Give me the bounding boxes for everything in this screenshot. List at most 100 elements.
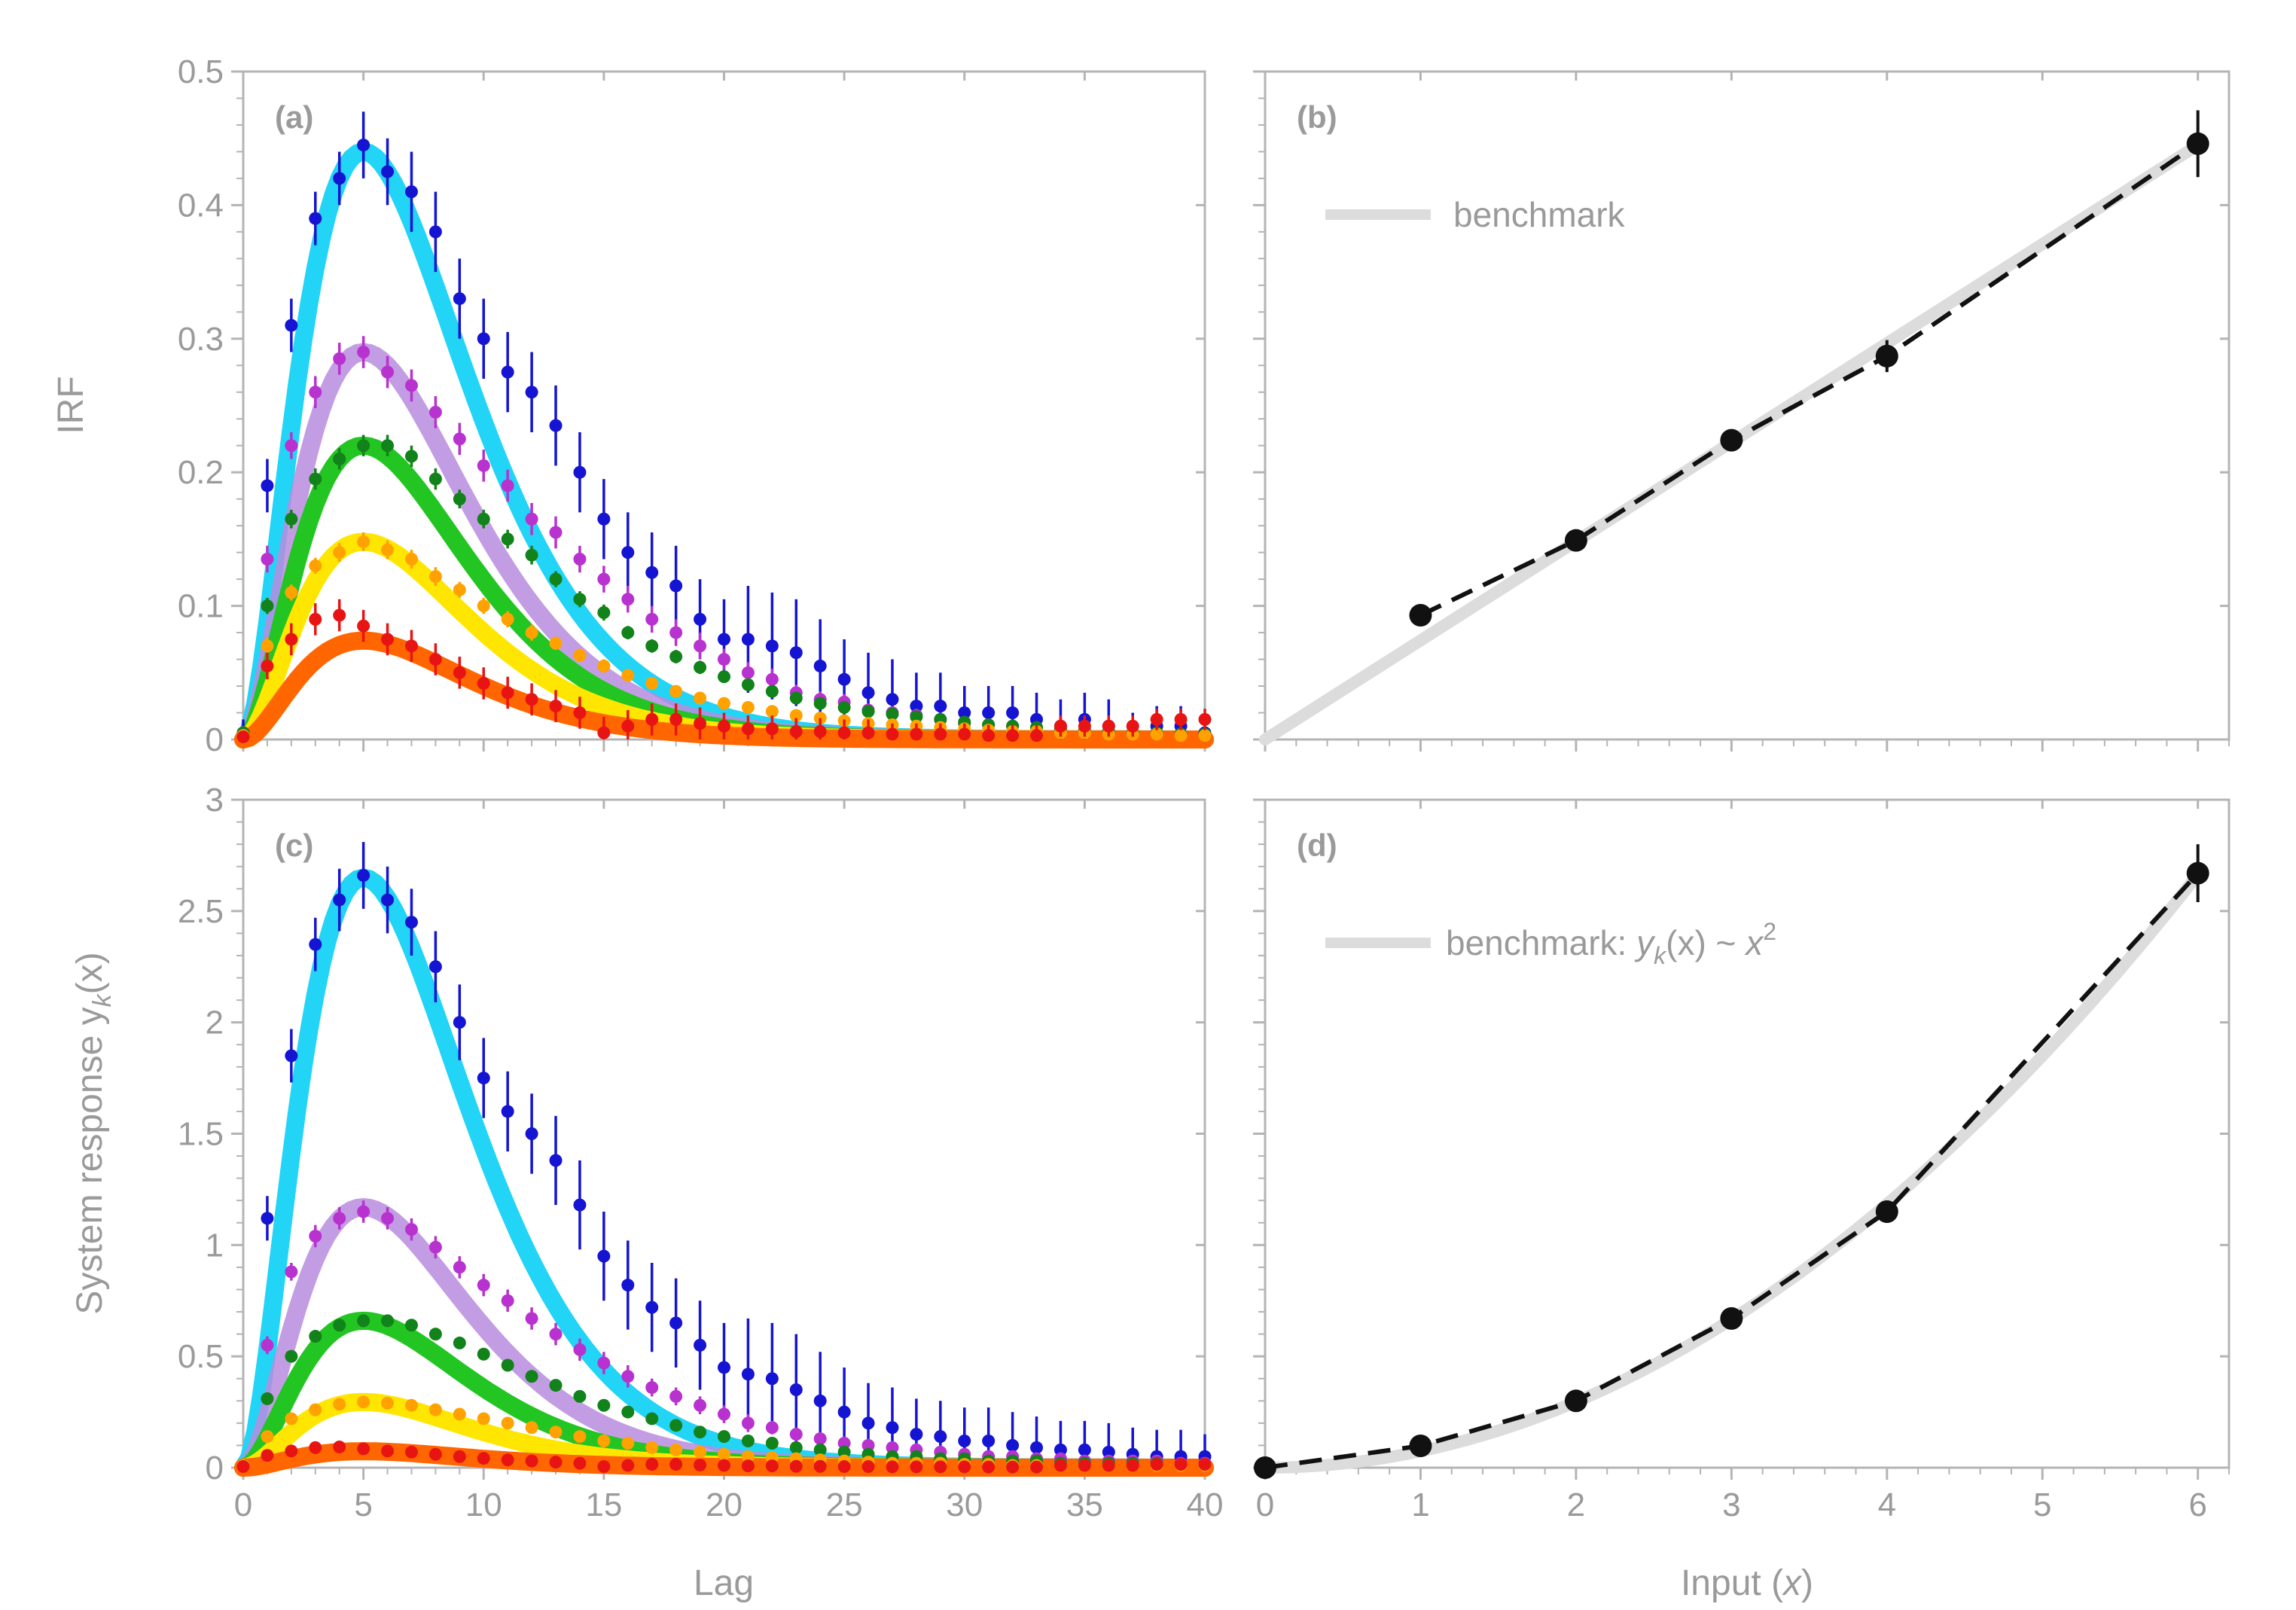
data-point	[309, 1330, 322, 1343]
data-point	[1198, 712, 1212, 726]
data-point	[381, 1314, 395, 1328]
data-point	[404, 1319, 418, 1332]
data-point	[428, 1328, 442, 1341]
data-point	[357, 1442, 370, 1456]
data-point	[477, 599, 490, 613]
data-point	[910, 1428, 923, 1441]
data-point	[1720, 428, 1743, 452]
panel-label: (c)	[275, 828, 313, 863]
data-point	[357, 1395, 370, 1409]
data-point	[1875, 344, 1898, 367]
data-point	[357, 439, 370, 453]
data-point	[477, 512, 490, 526]
data-point	[645, 1412, 659, 1426]
data-point	[934, 1460, 947, 1474]
data-point	[669, 1419, 683, 1432]
data-point	[404, 916, 418, 929]
data-point	[669, 1443, 683, 1456]
data-point	[261, 1212, 274, 1225]
data-point	[453, 432, 466, 446]
panel-label: (d)	[1297, 828, 1337, 863]
data-point	[621, 1459, 635, 1472]
data-point	[477, 1072, 490, 1085]
data-point	[910, 710, 923, 724]
data-point	[428, 225, 442, 239]
data-point	[525, 1312, 538, 1325]
data-point	[309, 938, 322, 951]
data-point	[549, 419, 563, 432]
data-point	[261, 639, 274, 653]
data-point	[381, 633, 395, 646]
data-point	[285, 1412, 298, 1426]
data-point	[525, 512, 538, 526]
data-point	[694, 1398, 707, 1412]
data-point	[982, 729, 996, 742]
data-point	[453, 1336, 466, 1349]
data-point	[765, 685, 779, 698]
data-point	[1409, 1435, 1432, 1458]
panel-d: 0 1 2 3 4 5 6(d)benchmark: yk(x) ~ x2	[1253, 798, 2230, 1523]
data-point	[309, 1441, 322, 1454]
data-point	[381, 1444, 395, 1458]
data-point	[573, 648, 587, 662]
data-point	[357, 1205, 370, 1218]
data-point	[861, 1438, 875, 1452]
data-point	[501, 532, 514, 546]
panel-c: 0 5 10 15 20 25 30 35 40 0 0.5 1 1.5 2 2.5 3 (c)	[178, 782, 1224, 1523]
y-axis-title-sub: k	[88, 993, 117, 1007]
data-point	[549, 1456, 563, 1469]
data-point	[285, 1049, 298, 1063]
data-point	[694, 691, 707, 705]
data-point	[333, 546, 346, 560]
data-point	[404, 639, 418, 653]
panel-a: 0 0.1 0.2 0.3 0.4 0.5 (a)	[178, 53, 1214, 758]
data-point	[597, 605, 611, 619]
data-point	[789, 724, 803, 738]
data-point	[1875, 1200, 1898, 1223]
data-point	[621, 546, 635, 560]
data-point	[669, 685, 683, 698]
x-tick-label: 20	[706, 1487, 742, 1523]
data-point	[1006, 706, 1020, 720]
data-point	[1006, 1438, 1020, 1452]
data-point	[2186, 132, 2209, 155]
data-point	[789, 1383, 803, 1397]
data-point	[741, 1459, 755, 1473]
panel-label: (b)	[1297, 99, 1337, 135]
data-point	[357, 346, 370, 359]
data-point	[1174, 1458, 1188, 1471]
data-point	[813, 1459, 827, 1473]
data-point	[789, 709, 803, 722]
data-point	[333, 1212, 346, 1225]
data-point	[453, 583, 466, 596]
data-point	[404, 1445, 418, 1459]
data-point	[694, 717, 707, 730]
data-point	[958, 727, 971, 741]
y-tick-label: 0.4	[178, 187, 224, 224]
data-point	[1102, 719, 1115, 733]
x-tick-label: 2	[1567, 1487, 1585, 1523]
data-point	[501, 1294, 514, 1307]
x-tick-label: 5	[354, 1487, 372, 1523]
data-point	[285, 439, 298, 453]
x-tick-label: 25	[826, 1487, 863, 1523]
data-point	[549, 1328, 563, 1341]
data-point	[261, 599, 274, 613]
data-point	[333, 893, 346, 907]
data-point	[669, 650, 683, 663]
legend-var-y: y	[1634, 923, 1656, 962]
benchmark-line	[1259, 868, 2204, 1474]
y-tick-label: 0.3	[178, 321, 224, 358]
y-tick-label: 0.5	[178, 1338, 224, 1375]
data-point	[309, 472, 322, 486]
data-point	[597, 1460, 611, 1474]
data-point	[477, 1412, 490, 1426]
data-point	[1126, 719, 1139, 733]
data-point	[621, 719, 635, 733]
data-point	[285, 586, 298, 599]
y-axis-title-irf: IRF	[51, 376, 91, 434]
data-point	[333, 352, 346, 365]
data-point	[813, 659, 827, 672]
data-point	[428, 1240, 442, 1254]
data-point	[285, 1349, 298, 1363]
